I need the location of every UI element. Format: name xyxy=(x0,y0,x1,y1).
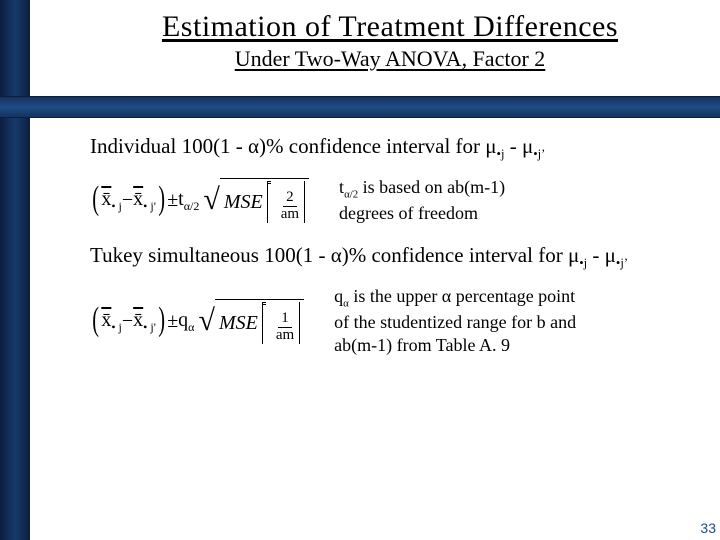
fraction-den: am xyxy=(273,328,297,344)
note-t: tα/2 is based on ab(m-1) degrees of free… xyxy=(339,176,505,225)
fraction-num: 2 xyxy=(283,190,297,207)
formula-row-2: ( x̄• j − x̄• j' ) ± qα √ MSE 1 am xyxy=(90,285,680,357)
page-number: 33 xyxy=(700,520,716,536)
radicand: MSE 2 am xyxy=(220,178,309,224)
xbar-j: x̄• j xyxy=(101,188,122,214)
fraction-num: 1 xyxy=(278,311,292,328)
formula-tukey-ci: ( x̄• j − x̄• j' ) ± qα √ MSE 1 am xyxy=(90,299,304,345)
note-q-line1: qα is the upper α percentage point xyxy=(334,286,575,306)
note-q-line2: of the studentized range for b and xyxy=(334,312,576,332)
q-stat: qα xyxy=(178,309,194,335)
formula-row-1: ( x̄• j − x̄• j' ) ± tα/2 √ MSE 2 am xyxy=(90,176,680,225)
formula-individual-ci: ( x̄• j − x̄• j' ) ± tα/2 √ MSE 2 am xyxy=(90,178,309,224)
note-q: qα is the upper α percentage point of th… xyxy=(334,285,576,357)
t-stat: tα/2 xyxy=(178,188,199,214)
title-sub: Under Two-Way ANOVA, Factor 2 xyxy=(100,46,680,72)
note-t-line1: tα/2 is based on ab(m-1) xyxy=(339,177,505,197)
title-divider-bar xyxy=(0,96,720,118)
mse: MSE xyxy=(219,312,258,335)
plus-minus: ± xyxy=(167,189,178,212)
note-t-line2: degrees of freedom xyxy=(339,203,478,223)
radicand: MSE 1 am xyxy=(215,299,304,345)
fraction: 2 am xyxy=(278,190,302,223)
fraction: 1 am xyxy=(273,311,297,344)
xbar-jp: x̄• j' xyxy=(133,309,156,335)
xbar-j: x̄• j xyxy=(101,309,122,335)
mse: MSE xyxy=(224,191,263,214)
sqrt: √ MSE 1 am xyxy=(198,299,304,345)
individual-ci-text: Individual 100(1 - α)% confidence interv… xyxy=(90,134,680,162)
bracket: 1 am xyxy=(262,302,300,345)
plus-minus: ± xyxy=(167,310,178,333)
fraction-den: am xyxy=(278,207,302,223)
minus: − xyxy=(122,310,133,333)
tukey-ci-text: Tukey simultaneous 100(1 - α)% confidenc… xyxy=(90,243,680,271)
minus: − xyxy=(122,189,133,212)
content-area: Individual 100(1 - α)% confidence interv… xyxy=(90,128,680,376)
title-block: Estimation of Treatment Differences Unde… xyxy=(100,10,680,72)
left-decorative-strip xyxy=(0,0,30,540)
xbar-jp: x̄• j' xyxy=(133,188,156,214)
note-q-line3: ab(m-1) from Table A. 9 xyxy=(334,335,510,355)
slide: Estimation of Treatment Differences Unde… xyxy=(0,0,720,540)
title-main: Estimation of Treatment Differences xyxy=(100,10,680,44)
bracket: 2 am xyxy=(267,181,305,224)
sqrt: √ MSE 2 am xyxy=(203,178,309,224)
